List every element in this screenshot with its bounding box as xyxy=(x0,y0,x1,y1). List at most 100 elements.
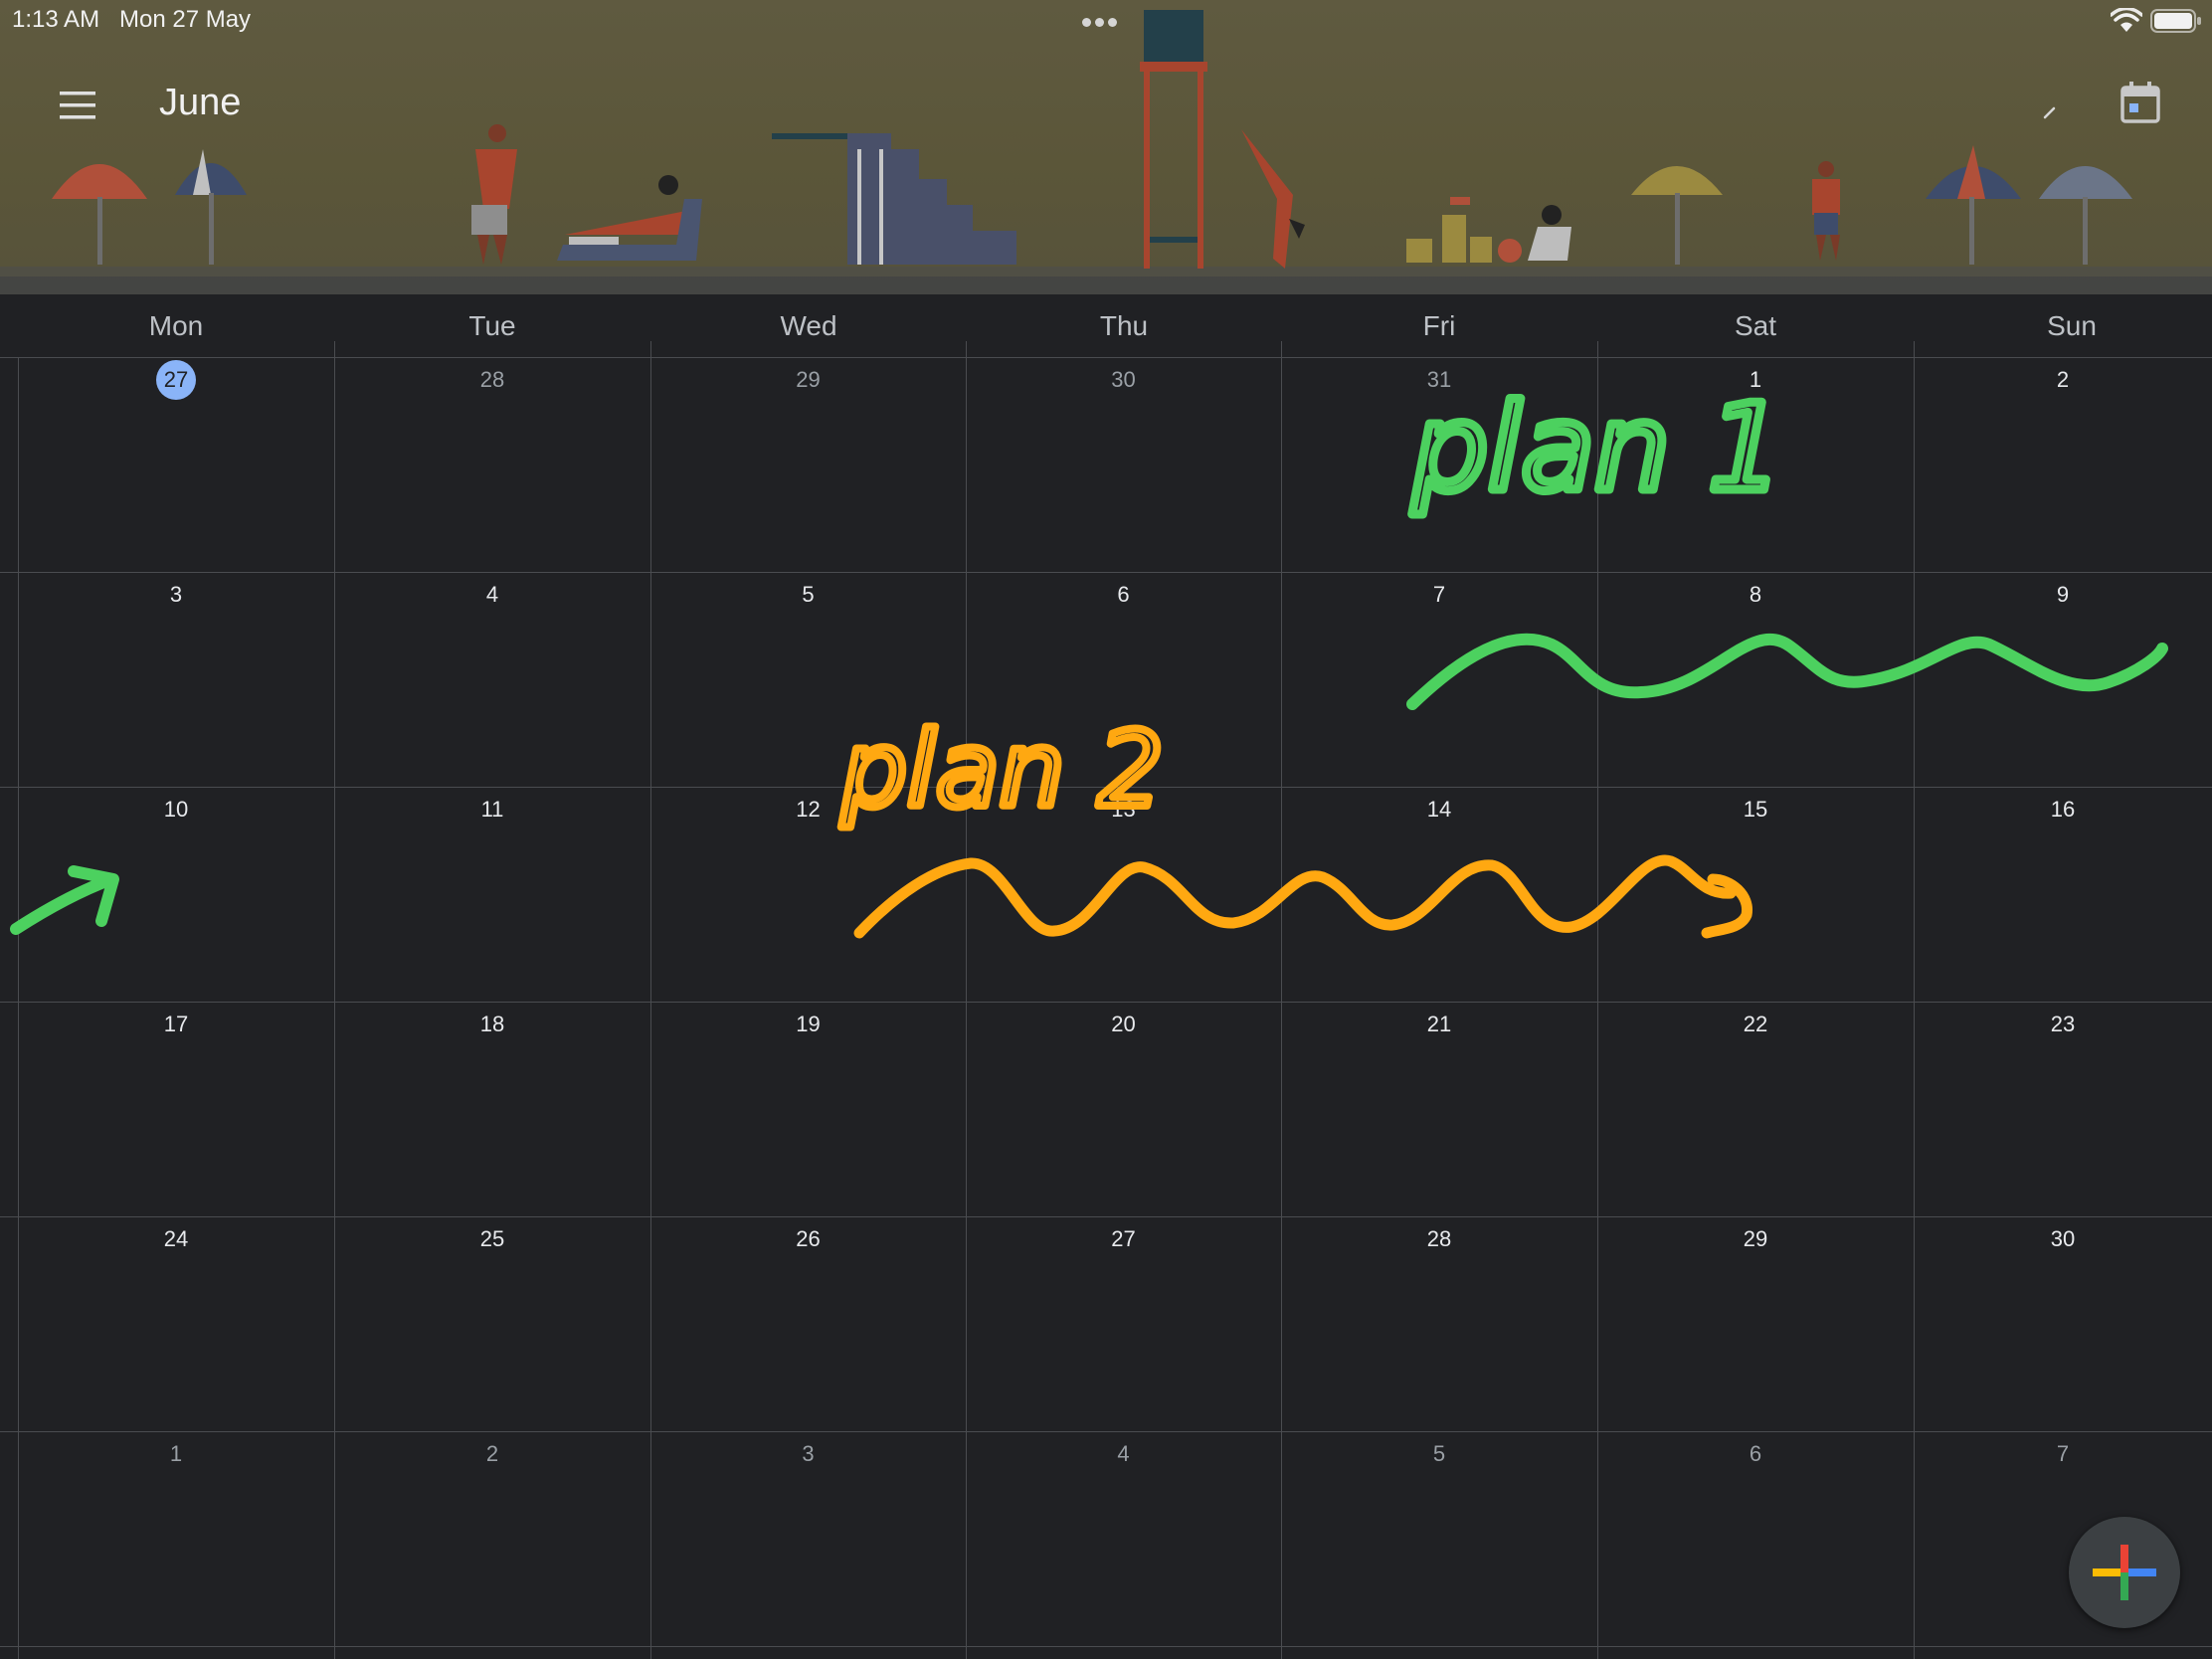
day-number-text: 25 xyxy=(479,1226,505,1251)
day-cell[interactable]: 22 xyxy=(1597,1002,1914,1216)
day-number: 28 xyxy=(1281,1226,1597,1252)
day-number-text: 27 xyxy=(156,360,196,400)
day-cell[interactable]: 1 xyxy=(18,1431,334,1646)
create-plus-icon xyxy=(2093,1545,2156,1600)
day-cell[interactable]: 16 xyxy=(1914,787,2212,1002)
create-event-fab[interactable] xyxy=(2069,1517,2180,1628)
day-number: 25 xyxy=(334,1226,650,1252)
wifi-icon xyxy=(2111,8,2142,32)
day-number: 7 xyxy=(1281,582,1597,608)
day-number: 30 xyxy=(966,367,1281,393)
month-title[interactable]: June xyxy=(159,82,242,123)
day-number-text: 5 xyxy=(802,582,815,607)
weekday-fri: Fri xyxy=(1422,310,1456,341)
day-cell[interactable]: 2 xyxy=(334,1431,650,1646)
day-number: 1 xyxy=(1597,367,1914,393)
day-cell[interactable]: 28 xyxy=(1281,1216,1597,1431)
day-number-text: 11 xyxy=(480,797,504,822)
day-cell[interactable]: 14 xyxy=(1281,787,1597,1002)
day-cell[interactable]: 25 xyxy=(334,1216,650,1431)
day-cell[interactable]: 20 xyxy=(966,1002,1281,1216)
day-number-text: 27 xyxy=(1111,1226,1136,1251)
day-number-text: 1 xyxy=(169,1441,183,1466)
day-number-text: 10 xyxy=(163,797,189,822)
day-number-text: 24 xyxy=(163,1226,189,1251)
day-cell[interactable]: 27 xyxy=(966,1216,1281,1431)
grid-column-line xyxy=(1597,341,1598,1659)
day-cell[interactable]: 18 xyxy=(334,1002,650,1216)
day-number: 15 xyxy=(1597,797,1914,823)
grid-column-line xyxy=(1281,341,1282,1659)
day-cell[interactable]: 10 xyxy=(18,787,334,1002)
today-date-badge: 27 xyxy=(18,360,334,400)
grid-column-line xyxy=(1914,341,1915,1659)
day-number-text: 4 xyxy=(1117,1441,1130,1466)
day-cell[interactable]: 6 xyxy=(1597,1431,1914,1646)
header-banner: 1:13 AM Mon 27 May June xyxy=(0,0,2212,294)
day-cell[interactable]: 19 xyxy=(650,1002,966,1216)
day-cell[interactable]: 17 xyxy=(18,1002,334,1216)
multitasking-dots-icon[interactable] xyxy=(1082,14,1126,27)
day-number-text: 4 xyxy=(485,582,499,607)
day-cell[interactable]: 30 xyxy=(1914,1216,2212,1431)
status-time: 1:13 AM xyxy=(12,6,100,33)
day-number: 7 xyxy=(1914,1441,2212,1467)
day-cell[interactable]: 3 xyxy=(18,572,334,787)
day-cell[interactable]: 30 xyxy=(966,357,1281,572)
day-cell[interactable]: 23 xyxy=(1914,1002,2212,1216)
day-cell[interactable]: 13 xyxy=(966,787,1281,1002)
day-cell[interactable]: 31 xyxy=(1281,357,1597,572)
day-cell[interactable]: 12 xyxy=(650,787,966,1002)
grid-row-line xyxy=(0,1216,2212,1217)
grid-row-line xyxy=(0,357,2212,358)
day-number-text: 21 xyxy=(1426,1012,1452,1036)
day-cell[interactable]: 21 xyxy=(1281,1002,1597,1216)
day-cell[interactable]: 27 xyxy=(18,357,334,572)
grid-row-line xyxy=(0,1646,2212,1647)
day-number-text: 5 xyxy=(1432,1441,1446,1466)
day-cell[interactable]: 7 xyxy=(1281,572,1597,787)
day-cell[interactable]: 5 xyxy=(650,572,966,787)
day-number-text: 23 xyxy=(2050,1012,2076,1036)
weekday-thu: Thu xyxy=(1099,310,1149,341)
day-cell[interactable]: 5 xyxy=(1281,1431,1597,1646)
day-number: 14 xyxy=(1281,797,1597,823)
grid-row-line xyxy=(0,572,2212,573)
day-number-text: 2 xyxy=(485,1441,499,1466)
day-cell[interactable]: 26 xyxy=(650,1216,966,1431)
day-number-text: 28 xyxy=(1426,1226,1452,1251)
weekday-sat: Sat xyxy=(1734,310,1777,341)
grid-row-line xyxy=(0,1431,2212,1432)
day-cell[interactable]: 6 xyxy=(966,572,1281,787)
day-cell[interactable]: 28 xyxy=(334,357,650,572)
day-number: 4 xyxy=(966,1441,1281,1467)
day-number-text: 29 xyxy=(1743,1226,1768,1251)
day-number-text: 28 xyxy=(479,367,505,392)
day-cell[interactable]: 4 xyxy=(334,572,650,787)
day-cell[interactable]: 7 xyxy=(1914,1431,2212,1646)
day-cell[interactable]: 1 xyxy=(1597,357,1914,572)
day-cell[interactable]: 9 xyxy=(1914,572,2212,787)
day-cell[interactable]: 15 xyxy=(1597,787,1914,1002)
day-cell[interactable]: 29 xyxy=(650,357,966,572)
day-number: 20 xyxy=(966,1012,1281,1037)
menu-icon[interactable] xyxy=(58,86,97,125)
day-cell[interactable]: 4 xyxy=(966,1431,1281,1646)
day-cell[interactable]: 29 xyxy=(1597,1216,1914,1431)
status-date: Mon 27 May xyxy=(119,6,252,33)
day-number: 9 xyxy=(1914,582,2212,608)
day-number-text: 2 xyxy=(2056,367,2070,392)
day-cell[interactable]: 8 xyxy=(1597,572,1914,787)
pencil-icon xyxy=(2043,106,2056,119)
calendar-today-icon[interactable] xyxy=(2119,80,2162,125)
day-cell[interactable]: 2 xyxy=(1914,357,2212,572)
day-cell[interactable]: 11 xyxy=(334,787,650,1002)
day-number: 4 xyxy=(334,582,650,608)
day-number-text: 3 xyxy=(802,1441,815,1466)
day-number: 13 xyxy=(966,797,1281,823)
day-cell[interactable]: 24 xyxy=(18,1216,334,1431)
day-cell[interactable]: 3 xyxy=(650,1431,966,1646)
weekday-tue: Tue xyxy=(468,310,516,341)
day-number-text: 8 xyxy=(1749,582,1762,607)
day-number-text: 12 xyxy=(796,797,821,822)
